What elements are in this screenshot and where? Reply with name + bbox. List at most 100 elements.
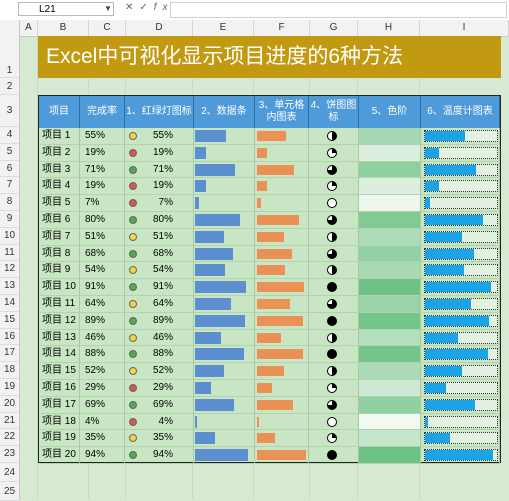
traffic-light-cell[interactable]: 35% (125, 430, 194, 448)
row-header-9[interactable]: 9 (0, 211, 19, 228)
project-name-cell[interactable]: 项目 19 (39, 430, 80, 448)
in-cell-chart-cell[interactable] (255, 228, 309, 246)
project-name-cell[interactable]: 项目 17 (39, 396, 80, 414)
project-name-cell[interactable]: 项目 18 (39, 413, 80, 431)
completion-rate-cell[interactable]: 64% (80, 296, 125, 313)
thermometer-cell[interactable] (421, 380, 500, 397)
completion-rate-cell[interactable]: 69% (80, 396, 125, 414)
pie-icon-cell[interactable] (309, 396, 359, 414)
traffic-light-cell[interactable]: 68% (125, 245, 194, 263)
in-cell-chart-cell[interactable] (255, 329, 309, 347)
data-bar-cell[interactable] (194, 380, 255, 397)
row-header-22[interactable]: 22 (0, 429, 19, 447)
traffic-light-cell[interactable]: 94% (125, 447, 194, 464)
row-header-8[interactable]: 8 (0, 194, 19, 211)
pie-icon-cell[interactable] (309, 228, 359, 246)
cancel-icon[interactable]: ✕ (125, 2, 140, 13)
thermometer-cell[interactable] (421, 413, 500, 431)
row-header-20[interactable]: 20 (0, 396, 19, 413)
project-name-cell[interactable]: 项目 20 (39, 447, 80, 464)
row-header-24[interactable]: 24 (0, 463, 19, 482)
column-header-h[interactable]: H (358, 20, 420, 36)
in-cell-chart-cell[interactable] (255, 430, 309, 448)
in-cell-chart-cell[interactable] (255, 380, 309, 397)
thermometer-cell[interactable] (421, 245, 500, 263)
traffic-light-cell[interactable]: 4% (125, 413, 194, 431)
thermometer-cell[interactable] (421, 363, 500, 380)
formula-input[interactable] (170, 2, 507, 18)
row-header-14[interactable]: 14 (0, 295, 19, 312)
data-bar-cell[interactable] (194, 430, 255, 448)
completion-rate-cell[interactable]: 80% (80, 212, 125, 229)
traffic-light-cell[interactable]: 29% (125, 380, 194, 397)
data-bar-cell[interactable] (194, 363, 255, 380)
in-cell-chart-cell[interactable] (255, 245, 309, 263)
thermometer-cell[interactable] (421, 396, 500, 414)
data-bar-cell[interactable] (194, 228, 255, 246)
color-scale-cell[interactable] (359, 195, 421, 212)
row-header-2[interactable]: 2 (0, 78, 19, 95)
completion-rate-cell[interactable]: 71% (80, 161, 125, 179)
pie-icon-cell[interactable] (309, 262, 359, 280)
traffic-light-cell[interactable]: 69% (125, 396, 194, 414)
pie-icon-cell[interactable] (309, 363, 359, 380)
pie-icon-cell[interactable] (309, 161, 359, 179)
pie-icon-cell[interactable] (309, 144, 359, 162)
traffic-light-cell[interactable]: 64% (125, 296, 194, 313)
in-cell-chart-cell[interactable] (255, 346, 309, 364)
project-name-cell[interactable]: 项目 7 (39, 228, 80, 246)
completion-rate-cell[interactable]: 52% (80, 363, 125, 380)
in-cell-chart-cell[interactable] (255, 396, 309, 414)
completion-rate-cell[interactable]: 88% (80, 346, 125, 364)
in-cell-chart-cell[interactable] (255, 212, 309, 229)
color-scale-cell[interactable] (359, 245, 421, 263)
in-cell-chart-cell[interactable] (255, 312, 309, 330)
in-cell-chart-cell[interactable] (255, 262, 309, 280)
project-name-cell[interactable]: 项目 6 (39, 212, 80, 229)
thermometer-cell[interactable] (421, 447, 500, 464)
confirm-icon[interactable]: ✓ (139, 2, 154, 13)
row-header-4[interactable]: 4 (0, 127, 19, 144)
project-name-cell[interactable]: 项目 8 (39, 245, 80, 263)
row-header-3[interactable]: 3 (0, 95, 19, 127)
thermometer-cell[interactable] (421, 212, 500, 229)
pie-icon-cell[interactable] (309, 245, 359, 263)
data-bar-cell[interactable] (194, 296, 255, 313)
pie-icon-cell[interactable] (309, 430, 359, 448)
pie-icon-cell[interactable] (309, 296, 359, 313)
function-icon[interactable]: fx (153, 2, 174, 13)
chevron-down-icon[interactable]: ▼ (104, 4, 112, 13)
completion-rate-cell[interactable]: 35% (80, 430, 125, 448)
row-header-1[interactable]: 1 (0, 36, 19, 78)
color-scale-cell[interactable] (359, 447, 421, 464)
data-bar-cell[interactable] (194, 346, 255, 364)
select-all-corner[interactable] (0, 20, 20, 36)
data-bar-cell[interactable] (194, 329, 255, 347)
pie-icon-cell[interactable] (309, 380, 359, 397)
color-scale-cell[interactable] (359, 228, 421, 246)
pie-icon-cell[interactable] (309, 195, 359, 212)
in-cell-chart-cell[interactable] (255, 144, 309, 162)
project-name-cell[interactable]: 项目 2 (39, 144, 80, 162)
thermometer-cell[interactable] (421, 312, 500, 330)
column-header-i[interactable]: I (420, 20, 509, 36)
row-header-7[interactable]: 7 (0, 177, 19, 195)
project-name-cell[interactable]: 项目 15 (39, 363, 80, 380)
pie-icon-cell[interactable] (309, 447, 359, 464)
project-name-cell[interactable]: 项目 12 (39, 312, 80, 330)
pie-icon-cell[interactable] (309, 279, 359, 296)
in-cell-chart-cell[interactable] (255, 413, 309, 431)
traffic-light-cell[interactable]: 46% (125, 329, 194, 347)
color-scale-cell[interactable] (359, 144, 421, 162)
row-header-13[interactable]: 13 (0, 278, 19, 295)
column-header-g[interactable]: G (310, 20, 358, 36)
traffic-light-cell[interactable]: 80% (125, 212, 194, 229)
row-header-5[interactable]: 5 (0, 144, 19, 161)
data-bar-cell[interactable] (194, 144, 255, 162)
pie-icon-cell[interactable] (309, 128, 359, 145)
row-header-25[interactable]: 25 (0, 482, 19, 501)
in-cell-chart-cell[interactable] (255, 161, 309, 179)
completion-rate-cell[interactable]: 46% (80, 329, 125, 347)
data-bar-cell[interactable] (194, 212, 255, 229)
row-header-12[interactable]: 12 (0, 261, 19, 279)
